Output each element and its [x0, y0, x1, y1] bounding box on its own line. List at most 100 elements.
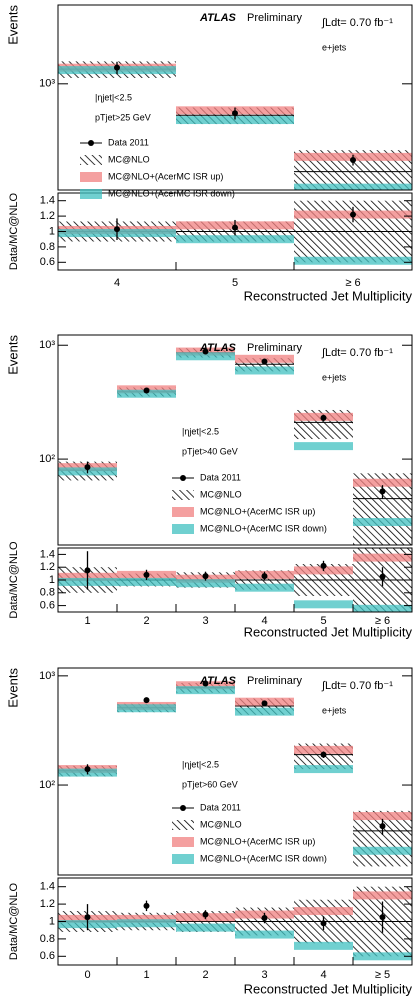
- legend-label: Data 2011: [200, 802, 241, 812]
- isr-down-band: [294, 600, 353, 609]
- x-tick-label: 5: [232, 277, 238, 289]
- legend-label: MC@NLO+(AcerMC ISR up): [200, 506, 315, 516]
- data-point: [232, 224, 238, 231]
- lumi-label: ∫Ldt= 0.70 fb⁻¹: [321, 17, 393, 29]
- data-point: [379, 488, 386, 495]
- legend-label: MC@NLO: [108, 154, 150, 164]
- pt-cut: pTjet>40 GeV: [182, 446, 238, 456]
- data-point: [143, 697, 150, 704]
- ratio-y-axis-title: Data/MC@NLO: [8, 192, 20, 270]
- legend-swatch: [88, 140, 94, 146]
- legend-swatch: [172, 524, 194, 534]
- data-point: [320, 562, 327, 569]
- legend-label: Data 2011: [200, 472, 241, 482]
- atlas-label: ATLAS: [199, 12, 237, 24]
- x-tick-label: ≥ 5: [375, 969, 390, 981]
- lumi-label: ∫Ldt= 0.70 fb⁻¹: [321, 680, 393, 692]
- legend-label: MC@NLO: [200, 819, 242, 829]
- channel-label: e+jets: [322, 42, 347, 52]
- legend-swatch: [172, 820, 194, 830]
- isr-down-band: [176, 235, 294, 244]
- ratio-y-tick-label: 1.4: [40, 195, 55, 207]
- isr-up-band: [353, 812, 412, 821]
- x-tick-label: 4: [114, 277, 120, 289]
- isr-up-band: [294, 907, 353, 916]
- x-tick-label: 2: [143, 615, 149, 627]
- x-tick-label: 4: [261, 615, 267, 627]
- main-frame: [57, 667, 413, 876]
- x-tick-label: ≥ 6: [345, 277, 360, 289]
- data-point: [320, 751, 327, 758]
- ratio-y-tick-label: 1.4: [40, 881, 55, 893]
- isr-down-band: [294, 941, 353, 950]
- legend-label: MC@NLO+(AcerMC ISR down): [108, 188, 235, 198]
- x-axis-title: Reconstructed Jet Multiplicity: [244, 288, 413, 303]
- y-axis-title: Events: [5, 5, 20, 45]
- ratio-y-axis-title: Data/MC@NLO: [8, 882, 20, 960]
- atlas-label: ATLAS: [199, 342, 237, 354]
- isr-down-band: [353, 846, 412, 855]
- y-axis-title: Events: [5, 668, 20, 708]
- isr-down-band: [117, 704, 176, 713]
- isr-down-band: [176, 923, 235, 932]
- data-point: [261, 573, 268, 580]
- ratio-y-tick-label: 1: [49, 225, 55, 237]
- isr-down-band: [294, 183, 412, 190]
- x-tick-label: 2: [202, 969, 208, 981]
- ratio-y-tick-label: 0.8: [40, 933, 55, 945]
- x-tick-label: 3: [202, 615, 208, 627]
- data-point: [261, 700, 268, 707]
- ratio-y-tick-label: 0.8: [40, 241, 55, 253]
- data-point: [379, 823, 386, 830]
- legend-label: Data 2011: [108, 137, 149, 147]
- x-tick-label: ≥ 6: [375, 615, 390, 627]
- x-tick-label: 0: [84, 969, 90, 981]
- isr-down-band: [176, 352, 235, 361]
- ratio-y-tick-label: 0.6: [40, 256, 55, 268]
- x-tick-label: 5: [320, 615, 326, 627]
- ratio-y-axis-title: Data/MC@NLO: [8, 541, 20, 619]
- x-tick-label: 4: [320, 969, 326, 981]
- channel-label: e+jets: [322, 705, 347, 715]
- legend-label: MC@NLO+(AcerMC ISR down): [200, 523, 327, 533]
- ratio-y-tick-label: 1.4: [40, 548, 55, 560]
- preliminary-label: Preliminary: [247, 342, 303, 354]
- ratio-y-tick-label: 0.6: [40, 950, 55, 962]
- isr-down-band: [294, 442, 353, 451]
- isr-down-band: [294, 256, 412, 265]
- legend-label: MC@NLO+(AcerMC ISR down): [200, 853, 327, 863]
- isr-up-band: [117, 914, 176, 923]
- ratio-y-tick-label: 1.2: [40, 210, 55, 222]
- legend-swatch: [80, 155, 102, 165]
- ratio-y-tick-label: 1: [49, 915, 55, 927]
- y-tick-label: 10²: [39, 779, 55, 791]
- data-point: [379, 573, 386, 580]
- main-frame: [57, 4, 413, 191]
- isr-down-band: [235, 366, 294, 375]
- preliminary-label: Preliminary: [247, 12, 303, 24]
- x-tick-label: 1: [84, 615, 90, 627]
- y-tick-label: 10³: [39, 670, 55, 682]
- data-point: [84, 464, 91, 471]
- eta-cut: |ηjet|<2.5: [182, 759, 219, 769]
- legend-label: MC@NLO: [200, 489, 242, 499]
- pt-cut: pTjet>60 GeV: [182, 779, 238, 789]
- legend-swatch: [180, 805, 186, 811]
- data-point: [202, 573, 209, 580]
- data-point: [114, 64, 120, 71]
- data-point: [350, 211, 356, 218]
- isr-down-band: [117, 577, 176, 586]
- data-point: [261, 358, 268, 365]
- data-point: [350, 156, 356, 163]
- legend-swatch: [172, 490, 194, 500]
- isr-up-band: [353, 478, 412, 487]
- x-axis-title: Reconstructed Jet Multiplicity: [244, 624, 413, 639]
- data-point: [320, 414, 327, 421]
- data-point: [320, 920, 327, 927]
- x-axis-title: Reconstructed Jet Multiplicity: [244, 981, 413, 996]
- y-tick-label: 10³: [39, 78, 55, 90]
- isr-down-band: [353, 952, 412, 961]
- eta-cut: |ηjet|<2.5: [182, 426, 219, 436]
- isr-up-band: [353, 891, 412, 900]
